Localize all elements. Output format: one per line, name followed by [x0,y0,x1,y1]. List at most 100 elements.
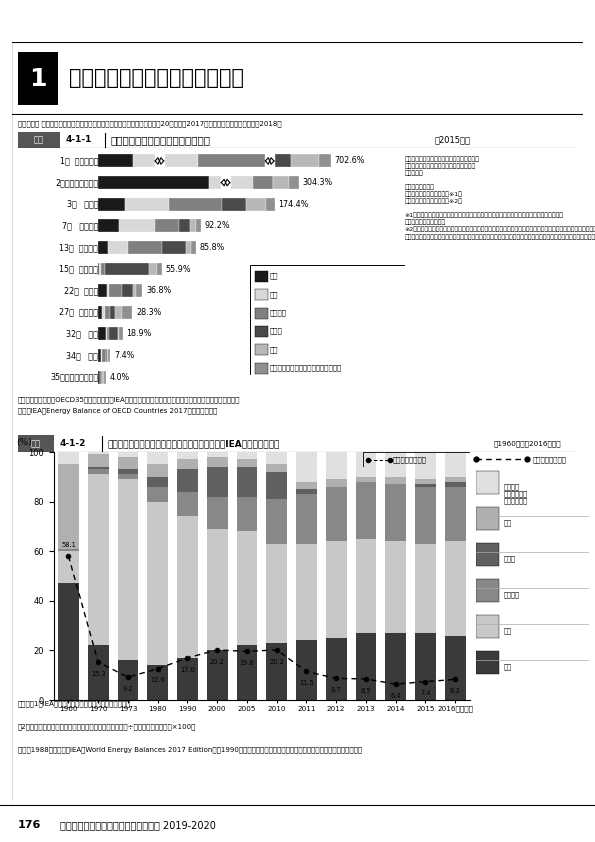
Bar [177,492,198,516]
Text: 出典：1988年度以前はIEA『World Energy Balances 2017 Edition』、1990年度以降は資源エネルギー庁「総合エネルギー統計」: 出典：1988年度以前はIEA『World Energy Balances 20… [18,747,362,754]
Bar [119,328,123,340]
Text: 出典：IEA『Energy Balance of OECD Countries 2017』を基に作成。: 出典：IEA『Energy Balance of OECD Countries … [18,408,217,413]
Bar [222,198,246,210]
Bar [98,306,102,318]
Bar [186,241,191,254]
Bar [169,198,222,210]
Text: 日本の一次エネルギー国内供給構成及び自給率（IEAベース）の推移: 日本の一次エネルギー国内供給構成及び自給率（IEAベース）の推移 [107,439,280,448]
Text: 4-1-2: 4-1-2 [60,439,86,448]
Bar [109,284,123,297]
Bar [118,328,119,340]
Bar [124,198,169,210]
Bar [148,665,168,700]
Bar [122,306,133,318]
Bar [88,455,108,466]
Bar [476,543,499,567]
Bar [88,474,108,646]
Text: 20.2: 20.2 [209,658,224,664]
Bar [98,284,107,297]
Bar [207,529,227,650]
Bar [98,219,119,232]
Text: 35位ルクセンブルク: 35位ルクセンブルク [50,372,98,381]
Bar [177,469,198,492]
Text: エネルギー自給率: エネルギー自給率 [533,456,566,463]
Bar [268,154,292,168]
Bar [476,615,499,638]
Text: 水力: 水力 [270,346,278,353]
Text: 7.4%: 7.4% [114,351,134,360]
Text: （2015年）: （2015年） [434,136,471,145]
Bar [104,370,105,383]
Bar [255,307,268,319]
Bar [155,219,180,232]
Text: 20.2: 20.2 [269,658,284,664]
Bar [237,497,257,531]
Bar [148,502,168,665]
Bar [207,497,227,529]
Text: 8.7: 8.7 [331,687,342,693]
Text: 19.6: 19.6 [240,660,254,666]
Bar [267,472,287,499]
Bar [237,646,257,700]
Bar [98,241,108,254]
Bar [18,435,54,452]
Bar [88,452,108,455]
Text: 石油: 石油 [503,627,511,634]
Bar [267,465,287,472]
Bar [444,487,465,541]
Bar [196,219,201,232]
Text: 経済産業省 資源エネルギー庁「日本のエネルギー「エネルギーの今を知ゃ20の質問」2017年度版」、「エネルギー白書2018」: 経済産業省 資源エネルギー庁「日本のエネルギー「エネルギーの今を知ゃ20の質問」… [18,120,281,127]
Text: 15.3: 15.3 [91,671,105,677]
Bar [237,466,257,497]
Text: 再生可能
エネルギー等
（水力除く）: 再生可能 エネルギー等 （水力除く） [503,483,527,504]
Text: 図表: 図表 [31,439,40,448]
Text: 17.0: 17.0 [180,667,195,673]
Bar [255,363,268,374]
Bar [18,52,58,104]
Bar [148,487,168,502]
Bar [444,636,465,700]
Bar [237,452,257,460]
Text: 28.3%: 28.3% [136,307,161,317]
Bar [58,549,79,552]
Text: 石炭: 石炭 [503,663,511,670]
Text: 4.0%: 4.0% [109,372,130,381]
Bar [58,452,79,465]
Bar [98,176,209,189]
Bar [98,349,101,362]
Bar [117,457,138,469]
Text: 地球温暖化＆エネルギー問題総合統計 2019-2020: 地球温暖化＆エネルギー問題総合統計 2019-2020 [60,820,215,830]
Text: 92.2%: 92.2% [205,221,230,230]
Bar [177,658,198,700]
Bar [296,641,317,700]
Bar [273,176,289,189]
Bar [105,263,149,275]
Text: 18.9%: 18.9% [126,329,152,338]
Bar [386,541,406,633]
Bar [386,477,406,484]
Bar [98,263,99,275]
Bar [320,154,331,168]
Bar [296,544,317,641]
Bar [386,452,406,477]
Bar [177,516,198,658]
Bar [237,531,257,646]
Bar [415,487,436,544]
Bar [88,469,108,474]
Text: 9.2: 9.2 [123,686,133,692]
Bar [180,219,190,232]
Bar [88,466,108,469]
Text: 7位   アメリカ: 7位 アメリカ [62,221,98,230]
Bar [133,154,198,168]
Text: 8.3: 8.3 [450,688,461,694]
Text: 13位  イギリス: 13位 イギリス [60,242,98,252]
Text: (%): (%) [16,438,32,447]
Text: 32位   韓国: 32位 韓国 [66,329,98,338]
Bar [253,176,273,189]
Bar [148,452,168,465]
Bar [415,633,436,700]
Bar [190,219,196,232]
Text: 天然ガス: 天然ガス [503,591,519,598]
Bar [117,660,138,700]
Bar [123,284,133,297]
